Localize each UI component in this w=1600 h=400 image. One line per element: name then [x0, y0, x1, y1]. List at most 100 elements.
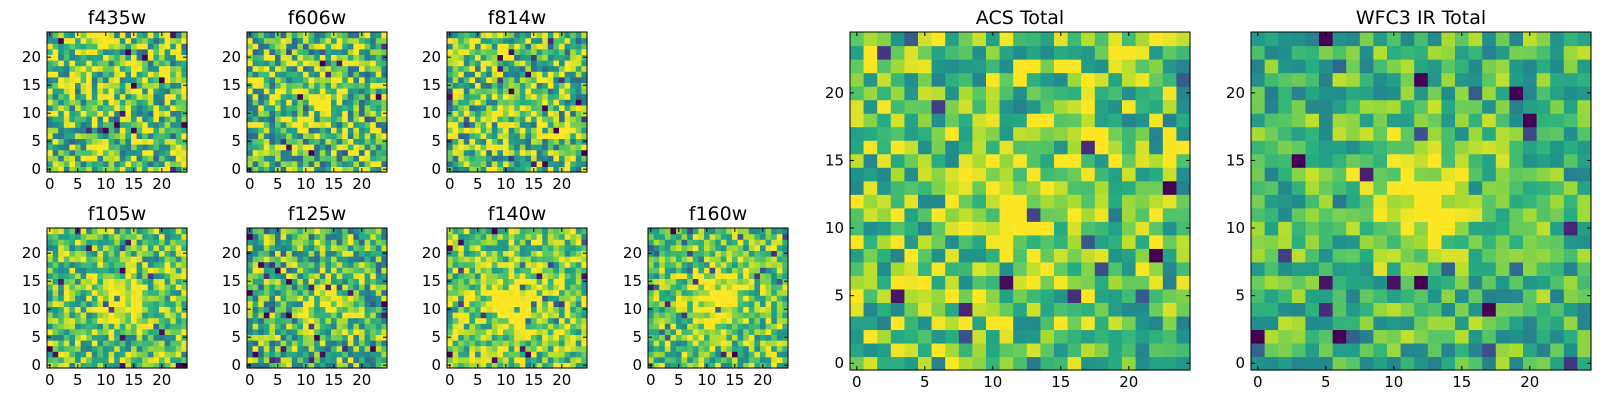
heatmap-cell: [776, 312, 783, 319]
heatmap-cell: [692, 317, 699, 324]
heatmap-cell: [503, 93, 510, 100]
heatmap-cell: [525, 328, 532, 335]
heatmap-cell: [659, 267, 666, 274]
heatmap-cell: [726, 340, 733, 347]
heatmap-cell: [531, 233, 538, 240]
heatmap-cell: [336, 43, 343, 50]
heatmap-cell: [570, 71, 577, 78]
heatmap-cell: [342, 239, 349, 246]
heatmap-cell: [275, 99, 282, 106]
heatmap-cell: [670, 340, 677, 347]
heatmap-cell: [863, 248, 878, 263]
heatmap-cell: [80, 82, 87, 89]
heatmap-cell: [463, 54, 470, 61]
heatmap-cell: [480, 160, 487, 167]
heatmap-cell: [347, 93, 354, 100]
heatmap-cell: [659, 312, 666, 319]
heatmap-cell: [63, 110, 70, 117]
heatmap-cell: [125, 104, 132, 111]
heatmap-cell: [280, 289, 287, 296]
heatmap-cell: [1122, 194, 1137, 209]
heatmap-cell: [475, 155, 482, 162]
heatmap-cell: [370, 93, 377, 100]
heatmap-cell: [263, 82, 270, 89]
heatmap-cell: [347, 121, 354, 128]
heatmap-cell: [269, 93, 276, 100]
heatmap-cell: [542, 317, 549, 324]
x-tick-label: 0: [445, 175, 455, 193]
heatmap-cell: [370, 356, 377, 363]
heatmap-cell: [103, 278, 110, 285]
heatmap-cell: [497, 244, 504, 251]
heatmap-cell: [519, 65, 526, 72]
heatmap-cell: [319, 60, 326, 67]
heatmap-cell: [760, 351, 767, 358]
heatmap-cell: [664, 340, 671, 347]
heatmap-cell: [514, 323, 521, 330]
heatmap-cell: [514, 289, 521, 296]
heatmap-cell: [469, 54, 476, 61]
heatmap-cell: [720, 250, 727, 257]
heatmap-cell: [91, 99, 98, 106]
heatmap-cell: [69, 284, 76, 291]
heatmap-cell: [58, 267, 65, 274]
heatmap-cell: [375, 356, 382, 363]
heatmap-cell: [1135, 248, 1150, 263]
heatmap-cell: [91, 340, 98, 347]
heatmap-cell: [1026, 234, 1041, 249]
heatmap-cell: [336, 239, 343, 246]
heatmap-cell: [732, 278, 739, 285]
heatmap-cell: [159, 76, 166, 83]
heatmap-cell: [159, 278, 166, 285]
heatmap-cell: [375, 37, 382, 44]
heatmap-cell: [575, 166, 582, 173]
heatmap-cell: [52, 351, 59, 358]
heatmap-cell: [381, 155, 388, 162]
heatmap-cell: [958, 167, 973, 182]
heatmap-cell: [726, 256, 733, 263]
heatmap-cell: [86, 121, 93, 128]
heatmap-cell: [732, 356, 739, 363]
heatmap-cell: [63, 244, 70, 251]
heatmap-cell: [280, 166, 287, 173]
heatmap-cell: [136, 132, 143, 139]
heatmap-cell: [743, 250, 750, 257]
heatmap-cell: [314, 356, 321, 363]
heatmap-cell: [75, 127, 82, 134]
heatmap-cell: [1026, 288, 1041, 303]
heatmap-cell: [247, 88, 254, 95]
x-tick-label: 20: [352, 371, 371, 389]
heatmap-cell: [153, 295, 160, 302]
heatmap-cell: [142, 244, 149, 251]
heatmap-cell: [364, 272, 371, 279]
heatmap-cell: [275, 121, 282, 128]
heatmap-cell: [75, 65, 82, 72]
heatmap-cell: [931, 248, 946, 263]
heatmap-cell: [525, 356, 532, 363]
heatmap-cell: [447, 340, 454, 347]
heatmap-cell: [475, 334, 482, 341]
heatmap-cell: [75, 37, 82, 44]
heatmap-cell: [308, 93, 315, 100]
heatmap-cell: [698, 323, 705, 330]
heatmap-cell: [536, 351, 543, 358]
heatmap-cell: [375, 104, 382, 111]
heatmap-cell: [1176, 167, 1191, 182]
heatmap-cell: [463, 82, 470, 89]
heatmap-cell: [664, 261, 671, 268]
heatmap-cell: [863, 167, 878, 182]
heatmap-cell: [58, 289, 65, 296]
heatmap-cell: [286, 256, 293, 263]
heatmap-cell: [743, 312, 750, 319]
heatmap-cell: [136, 65, 143, 72]
heatmap-cell: [531, 256, 538, 263]
heatmap-cell: [1040, 356, 1055, 371]
heatmap-cell: [252, 312, 259, 319]
heatmap-cell: [52, 239, 59, 246]
y-tick-label: 5: [231, 328, 241, 346]
heatmap-cell: [170, 239, 177, 246]
heatmap-cell: [863, 153, 878, 168]
heatmap-cell: [175, 345, 182, 352]
heatmap-cell: [782, 228, 789, 235]
